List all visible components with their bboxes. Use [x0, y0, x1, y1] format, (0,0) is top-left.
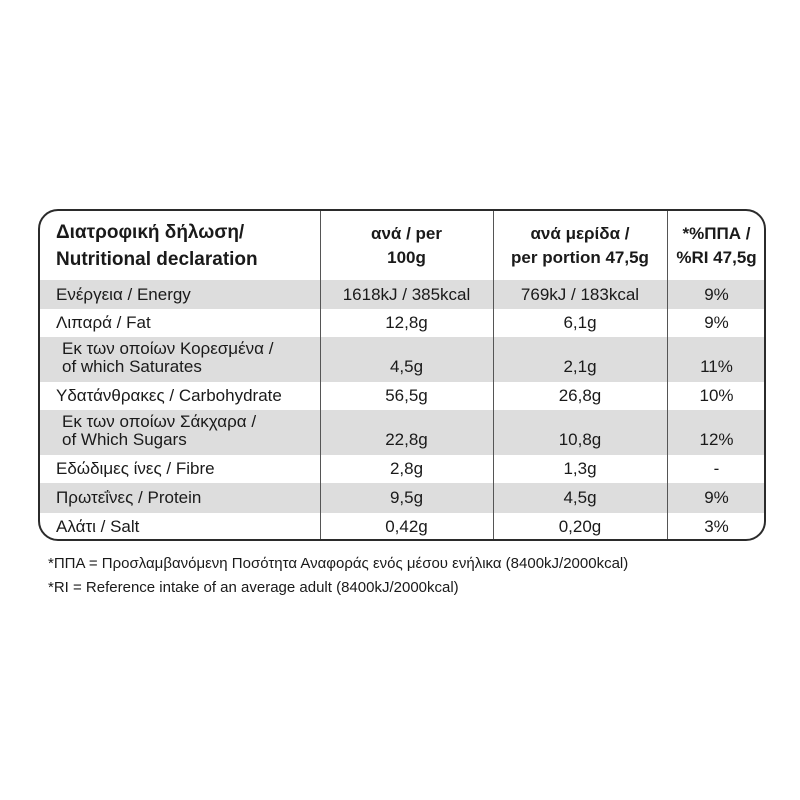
value-per-100g: 1618kJ / 385kcal	[342, 284, 471, 304]
value-per-100g: 4,5g	[389, 357, 424, 376]
table-row-salt: Αλάτι / Salt 0,42g 0,20g 3%	[40, 513, 764, 539]
value-per-portion: 2,1g	[563, 357, 597, 376]
row-label: Εκ των οποίων Σάκχαρα / of Which Sugars	[40, 410, 320, 455]
value-per-portion: 26,8g	[558, 386, 602, 405]
table-row-energy: Ενέργεια / Energy 1618kJ / 385kcal 769kJ…	[40, 280, 764, 309]
footnote-greek: *ΠΠΑ = Προσλαμβανόμενη Ποσότητα Αναφοράς…	[48, 555, 629, 572]
table-row-fibre: Εδώδιμες ίνες / Fibre 2,8g 1,3g -	[40, 455, 764, 483]
value-per-100g: 12,8g	[385, 313, 428, 332]
header-ri-line1: *%ΠΠΑ /	[682, 223, 751, 243]
header-per-100g-line2: 100g	[387, 247, 426, 267]
header-declaration-english: Nutritional declaration	[56, 248, 258, 270]
header-ri-line2: %RI 47,5g	[676, 247, 757, 267]
value-ri-percent: -	[713, 459, 720, 478]
table-row-protein: Πρωτεΐνες / Protein 9,5g 4,5g 9%	[40, 483, 764, 513]
header-per-100g-line1: ανά / per	[371, 223, 442, 243]
value-ri-percent: 9%	[704, 313, 729, 332]
nutrition-table: Διατροφική δήλωση/ Nutritional declarati…	[38, 209, 766, 541]
value-ri-percent: 9%	[704, 488, 729, 507]
table-row-fat: Λιπαρά / Fat 12,8g 6,1g 9%	[40, 309, 764, 337]
row-label: Υδατάνθρακες / Carbohydrate	[56, 386, 282, 405]
value-per-portion: 1,3g	[563, 459, 597, 478]
table-row-carbohydrate: Υδατάνθρακες / Carbohydrate 56,5g 26,8g …	[40, 382, 764, 410]
row-label-english: of Which Sugars	[62, 430, 187, 449]
value-per-100g: 2,8g	[389, 459, 424, 478]
column-divider	[493, 211, 494, 539]
row-label: Εδώδιμες ίνες / Fibre	[56, 459, 215, 478]
value-per-portion: 4,5g	[563, 488, 597, 507]
value-ri-percent: 10%	[699, 386, 734, 405]
table-row-sugars: Εκ των οποίων Σάκχαρα / of Which Sugars …	[40, 410, 764, 455]
row-label: Λιπαρά / Fat	[56, 313, 151, 332]
header-per-portion-line1: ανά μερίδα /	[530, 223, 630, 243]
value-ri-percent: 9%	[704, 284, 729, 304]
row-label: Ενέργεια / Energy	[56, 284, 191, 304]
value-per-100g: 9,5g	[389, 488, 424, 507]
value-per-portion: 0,20g	[558, 517, 602, 536]
row-label-greek: Εκ των οποίων Σάκχαρα /	[62, 412, 257, 431]
row-label-greek: Εκ των οποίων Κορεσμένα /	[62, 339, 274, 358]
column-divider	[667, 211, 668, 539]
header-per-portion-line2: per portion 47,5g	[511, 247, 649, 267]
row-label: Αλάτι / Salt	[56, 517, 140, 536]
value-per-100g: 22,8g	[385, 430, 428, 449]
footnote-english: *RI = Reference intake of an average adu…	[48, 579, 459, 596]
value-per-portion: 6,1g	[563, 313, 597, 332]
header-declaration: Διατροφική δήλωση/ Nutritional declarati…	[40, 211, 320, 280]
value-per-portion: 769kJ / 183kcal	[520, 284, 640, 304]
value-per-portion: 10,8g	[558, 430, 602, 449]
column-divider	[320, 211, 321, 539]
table-row-saturates: Εκ των οποίων Κορεσμένα / of which Satur…	[40, 337, 764, 382]
value-per-100g: 0,42g	[385, 517, 428, 536]
row-label: Πρωτεΐνες / Protein	[56, 488, 202, 507]
value-ri-percent: 12%	[699, 430, 734, 449]
row-label-english: of which Saturates	[62, 357, 202, 376]
header-declaration-greek: Διατροφική δήλωση/	[56, 221, 245, 243]
header-per-100g: ανά / per 100g	[320, 211, 493, 280]
header-reference-intake: *%ΠΠΑ / %RI 47,5g	[667, 211, 764, 280]
value-ri-percent: 3%	[704, 517, 729, 536]
table-header-row: Διατροφική δήλωση/ Nutritional declarati…	[40, 211, 764, 280]
row-label: Εκ των οποίων Κορεσμένα / of which Satur…	[40, 337, 320, 382]
value-per-100g: 56,5g	[385, 386, 428, 405]
header-per-portion: ανά μερίδα / per portion 47,5g	[493, 211, 667, 280]
value-ri-percent: 11%	[700, 357, 733, 376]
